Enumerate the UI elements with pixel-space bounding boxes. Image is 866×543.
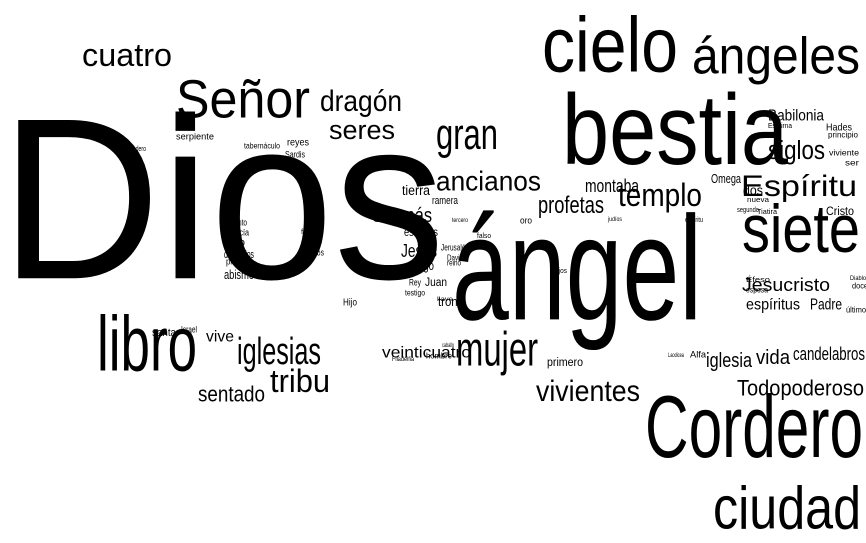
word-verdadero: Verdadero xyxy=(122,144,146,153)
word-diablo-small: Diablo xyxy=(850,274,866,282)
word-tiatira: Tiatira xyxy=(757,207,777,216)
word-siglos: siglos xyxy=(768,135,825,165)
word-demonios: demonios xyxy=(224,248,254,261)
word-vida: vida xyxy=(756,345,790,369)
word-profetas: profetas xyxy=(538,191,604,219)
word-principio: principio xyxy=(828,130,858,140)
word-rey: Rey xyxy=(409,277,421,288)
word-padre: Padre xyxy=(810,295,842,313)
word-satanas: Satanás xyxy=(372,203,432,227)
word-libro: libro xyxy=(97,300,197,388)
word-reino: reino xyxy=(447,258,461,268)
word-espiritus: espíritus xyxy=(746,295,800,313)
word-llave: llave xyxy=(437,295,453,303)
word-jerusalen: Jerusalén xyxy=(441,242,469,253)
word-fin: fin xyxy=(301,227,309,236)
word-profecia: profecía xyxy=(223,227,249,238)
word-segundo: segundo xyxy=(737,205,759,214)
word-cristo: Cristo xyxy=(826,204,854,218)
word-tabernaculo: tabernáculo xyxy=(244,141,280,151)
word-juan: Juan xyxy=(425,275,447,289)
word-montaba: montaba xyxy=(585,175,639,197)
word-santa: santa xyxy=(152,326,176,339)
word-tercero: tercero xyxy=(452,216,468,224)
word-librito: libito xyxy=(223,236,245,249)
word-vivientes: vivientes xyxy=(536,374,640,408)
word-jesucristo: Jesucristo xyxy=(742,274,830,296)
word-templo: templo xyxy=(618,177,702,213)
word-diablo: diablo xyxy=(304,236,322,247)
word-profeta: profeta xyxy=(226,256,250,267)
word-viviente: viviente xyxy=(829,148,859,158)
word-cordero: Cordero xyxy=(645,377,863,477)
word-judios: judíos xyxy=(608,215,622,223)
word-sentado: sentado xyxy=(198,381,265,407)
word-tierra: tierra xyxy=(402,182,430,198)
word-espiritu-small: espíritu xyxy=(685,215,703,224)
word-siete: siete xyxy=(742,190,860,268)
word-hombre: hombre xyxy=(426,351,452,361)
word-jesus: Jesús xyxy=(401,240,437,262)
word-primero: primero xyxy=(547,355,583,369)
word-dos: dos xyxy=(743,182,763,198)
word-hijos: hijos xyxy=(310,247,324,258)
word-ser: ser xyxy=(845,158,859,168)
word-bestia: bestia xyxy=(562,74,788,186)
word-testigo: testigo xyxy=(405,288,425,298)
word-santo: Santo xyxy=(230,217,247,228)
word-espiritu: Espíritu xyxy=(741,169,857,203)
word-nueva: nueva xyxy=(747,195,769,204)
word-todopoderoso: Todopoderoso xyxy=(737,375,864,401)
word-angeles: ángeles xyxy=(692,26,860,86)
word-senor: Señor xyxy=(176,68,310,130)
word-gran: gran xyxy=(436,109,498,159)
word-cuatro: cuatro xyxy=(82,37,172,73)
word-falso: falso xyxy=(477,231,491,240)
word-oro: oro xyxy=(520,215,532,226)
word-laodicea: Laodicea xyxy=(668,351,684,359)
word-ramera: ramera xyxy=(432,194,458,207)
word-hijo: Hijo xyxy=(343,296,357,308)
word-ancianos: ancianos xyxy=(436,165,541,197)
word-efeso: Éfeso xyxy=(746,275,770,284)
word-pergamo: Pérgamo xyxy=(401,163,419,172)
word-esposa: esposa xyxy=(746,285,768,295)
word-fiel: fiel xyxy=(291,162,301,173)
word-israel: Israel xyxy=(181,324,197,335)
word-cielo: cielo xyxy=(542,1,678,89)
word-ojos: ojos xyxy=(555,266,567,275)
word-iglesia: iglesia xyxy=(706,348,752,372)
word-trono: trono xyxy=(438,294,464,309)
word-dragon: dragón xyxy=(320,84,402,118)
word-abismo: abismo xyxy=(224,267,254,282)
word-caballo: caballo xyxy=(442,341,454,349)
word-dios: Dios xyxy=(0,71,445,329)
word-estrellas: estrellas xyxy=(404,225,438,239)
word-veinticuatro: veinticuatro xyxy=(382,343,471,361)
word-vive: vive xyxy=(206,327,234,345)
word-babilonia: Babilonia xyxy=(768,106,824,124)
word-mujer: mujer xyxy=(456,322,538,376)
word-ultimo: último xyxy=(846,305,866,315)
word-serpiente: serpiente xyxy=(176,131,214,142)
word-angel: ángel xyxy=(452,186,702,352)
word-filadelfia: Filadelfia xyxy=(392,355,414,363)
word-omega: Omega xyxy=(711,171,741,186)
word-seres: seres xyxy=(329,115,395,145)
word-hades: Hades xyxy=(826,121,852,133)
word-iglesias: iglesias xyxy=(237,329,321,373)
word-candelabros: candelabros xyxy=(793,343,865,365)
word-doce: doce xyxy=(852,281,866,291)
word-alfa: Alfa xyxy=(690,349,706,360)
word-fuego: fuego xyxy=(410,258,434,273)
word-david: David xyxy=(447,253,463,263)
word-tribu: tribu xyxy=(270,363,330,399)
word-reyes: reyes xyxy=(287,136,309,148)
word-sardis: Sardis xyxy=(285,149,305,160)
word-esmirna: Esmirna xyxy=(768,121,792,130)
word-ciudad: ciudad xyxy=(713,474,861,542)
